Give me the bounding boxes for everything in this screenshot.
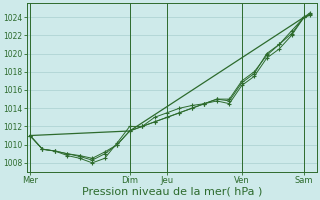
X-axis label: Pression niveau de la mer( hPa ): Pression niveau de la mer( hPa ) (82, 187, 262, 197)
